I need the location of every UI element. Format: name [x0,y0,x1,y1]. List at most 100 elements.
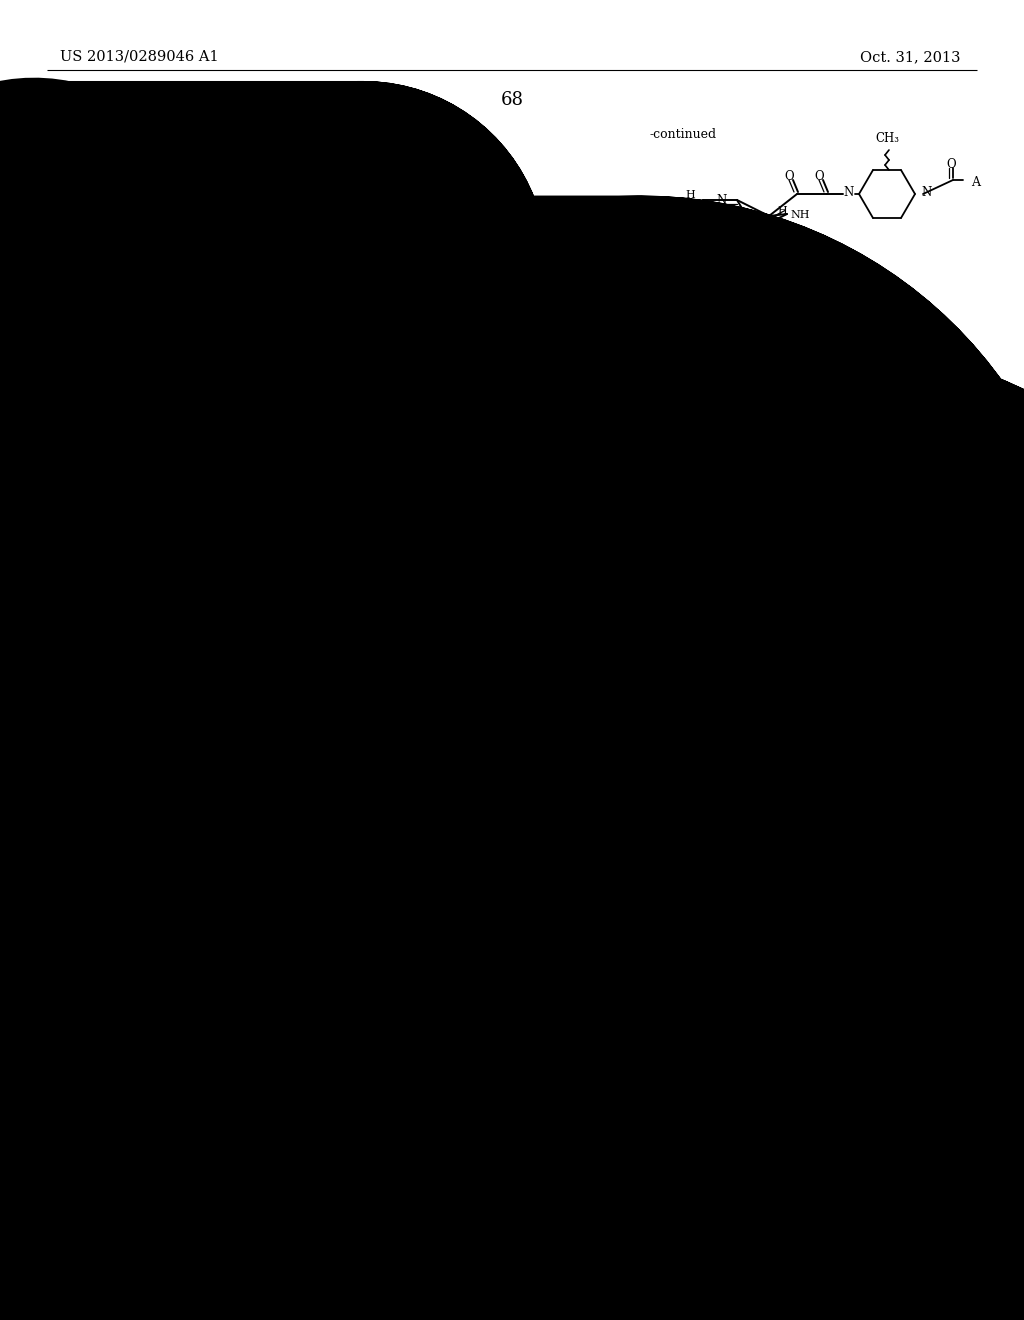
Text: H: H [172,206,181,216]
Text: sealed tube: sealed tube [657,837,719,846]
Text: O: O [570,1097,580,1107]
Text: O: O [181,553,190,565]
Text: ology described in Scheme 1 and the rest of the application.: ology described in Scheme 1 and the rest… [530,444,933,457]
Text: N: N [327,759,337,771]
Text: N: N [454,385,464,399]
Text: R₂: R₂ [536,1008,548,1018]
Text: 4a: 4a [108,689,123,701]
Text: A: A [381,541,390,554]
Text: 5a: 5a [347,499,362,511]
Text: CH₃: CH₃ [278,524,301,536]
Text: N: N [782,873,792,882]
Text: O: O [784,169,794,182]
Text: ole or substituted oxadiazole. These intermediates can be: ole or substituted oxadiazole. These int… [530,407,916,420]
Text: -continued: -continued [650,128,717,141]
Text: converted to compounds of claim 1 via the standard method-: converted to compounds of claim 1 via th… [530,425,938,438]
Text: N: N [587,609,597,618]
Text: NH: NH [790,210,810,220]
Text: O: O [858,873,867,882]
Text: N: N [327,393,337,407]
Text: N: N [564,697,573,708]
Text: Schemes 79 provides examples and typical condi-: Schemes 79 provides examples and typical… [575,370,921,383]
Text: HN: HN [245,583,265,597]
Text: O: O [181,162,190,176]
Text: section. Other oxadiazole isomers may be prepared via stan-: section. Other oxadiazole isomers may be… [530,517,936,531]
Text: CH₃: CH₃ [874,132,899,144]
Text: H: H [666,224,675,235]
Text: O: O [556,722,566,735]
Text: N: N [562,799,571,808]
Text: OH: OH [248,186,268,199]
Text: 80 deg C.,: 80 deg C., [672,660,725,668]
Text: H: H [52,615,62,624]
Text: 1.5 eq.hydroxylamine: 1.5 eq.hydroxylamine [641,614,755,623]
Text: H: H [685,190,695,201]
Text: [0434]: [0434] [530,370,580,383]
Text: Abs. EtOH: Abs. EtOH [667,595,729,609]
Text: H: H [275,789,285,800]
Text: DMF: DMF [390,1001,420,1014]
Text: H: H [74,948,83,958]
Text: OH: OH [685,1040,703,1049]
Text: of claim 1. Specific examples are given in the experimental: of claim 1. Specific examples are given … [530,499,927,512]
Text: tions for forming intermediates 2 which contain an oxadiaz-: tions for forming intermediates 2 which … [530,388,931,401]
Text: N: N [454,751,464,763]
Text: 68: 68 [501,91,523,110]
Text: 5a: 5a [748,304,763,317]
Text: N: N [921,186,931,198]
Text: chromatography: chromatography [644,866,731,874]
Text: O: O [394,370,403,383]
Text: A: A [581,741,590,754]
Text: N: N [106,191,117,205]
Text: O: O [181,923,190,936]
Text: H: H [641,619,650,627]
Text: O: O [814,169,824,182]
Text: O: O [213,923,223,936]
Text: N: N [106,952,117,965]
Text: H: H [387,771,396,781]
Text: HO: HO [525,1111,544,1122]
Text: 4a: 4a [108,298,123,312]
Text: Step D: Step D [383,970,427,983]
Text: DEBPT, (i-Pr)₂NEt: DEBPT, (i-Pr)₂NEt [354,627,456,638]
Text: N: N [567,1018,577,1028]
Text: NH: NH [185,599,205,609]
Text: OH: OH [248,946,268,960]
Text: R₁: R₁ [669,997,681,1007]
Text: Step D: Step D [383,235,427,248]
Text: OH: OH [248,577,268,590]
Text: Scheme 79: Scheme 79 [685,558,755,572]
Text: N: N [326,185,336,198]
Text: R₄: R₄ [345,843,358,855]
Text: H: H [616,808,625,817]
Text: H: H [52,224,62,235]
Text: O: O [213,553,223,565]
Text: r.t., 18 h: r.t., 18 h [766,1045,814,1055]
Text: DMF: DMF [390,640,420,653]
Text: An alternate sequence is shown in Scheme 79a which utilizes: An alternate sequence is shown in Scheme… [530,462,942,475]
Text: H: H [52,985,62,995]
Text: CH₃: CH₃ [278,883,301,896]
Text: H: H [172,966,181,975]
Text: 4a: 4a [108,1059,123,1072]
Text: R₄: R₄ [127,671,141,682]
Text: H: H [295,389,305,400]
Text: H: H [652,623,662,632]
Text: NH: NH [185,969,205,979]
Text: N: N [670,1023,680,1034]
Text: A: A [381,902,390,915]
Text: O: O [394,734,403,747]
Text: R₂: R₂ [791,788,803,799]
Text: H: H [627,813,636,822]
Text: H: H [74,187,83,198]
Text: NH: NH [185,209,205,219]
Text: (EtO)₃CH: (EtO)₃CH [659,805,716,818]
Text: H: H [521,1045,530,1055]
Text: H: H [777,206,786,216]
Text: 85 deg C., 1 h,: 85 deg C., 1 h, [650,824,726,833]
Text: H: H [632,1034,641,1043]
Text: DMF: DMF [390,265,420,279]
Text: 2 h, sealed tube: 2 h, sealed tube [656,673,740,682]
Text: CH₃: CH₃ [278,153,301,166]
Text: N: N [844,186,854,198]
